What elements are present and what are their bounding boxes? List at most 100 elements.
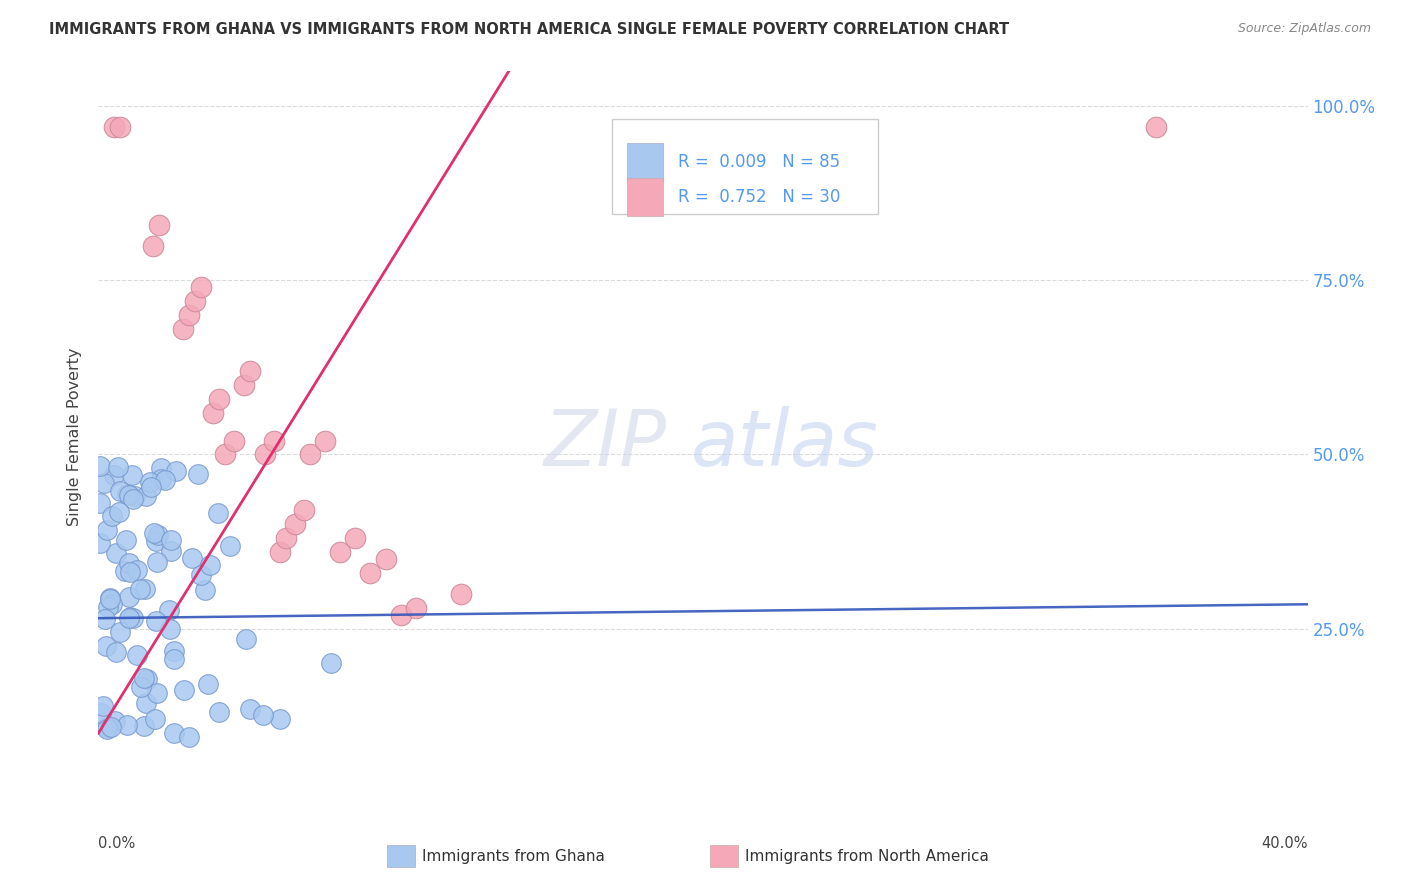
Point <box>135 696 157 710</box>
Point <box>134 582 156 597</box>
Point <box>153 473 176 487</box>
Point <box>235 632 257 647</box>
Text: Source: ZipAtlas.com: Source: ZipAtlas.com <box>1237 22 1371 36</box>
Point <box>89 536 111 550</box>
Point <box>219 539 242 553</box>
Point <box>141 480 163 494</box>
Point <box>179 308 201 322</box>
Point <box>118 488 141 502</box>
Point <box>143 712 166 726</box>
Point <box>110 484 132 499</box>
Point <box>269 712 291 726</box>
Point <box>98 591 121 605</box>
Text: IMMIGRANTS FROM GHANA VS IMMIGRANTS FROM NORTH AMERICA SINGLE FEMALE POVERTY COR: IMMIGRANTS FROM GHANA VS IMMIGRANTS FROM… <box>49 22 1010 37</box>
Point <box>108 624 131 639</box>
Point <box>97 599 120 614</box>
Text: Immigrants from North America: Immigrants from North America <box>745 849 988 863</box>
Point <box>239 364 262 378</box>
Point <box>163 652 186 666</box>
Point <box>187 467 209 481</box>
Point <box>224 434 246 448</box>
Point <box>197 677 219 691</box>
FancyBboxPatch shape <box>627 178 664 216</box>
Point <box>1144 120 1167 134</box>
Point <box>190 280 212 294</box>
Point <box>107 460 129 475</box>
Point <box>120 565 142 579</box>
Point <box>146 555 169 569</box>
Point <box>115 533 138 547</box>
Point <box>173 682 195 697</box>
Point <box>344 531 367 545</box>
Text: Immigrants from Ghana: Immigrants from Ghana <box>422 849 605 863</box>
Point <box>98 592 121 607</box>
Point <box>193 583 215 598</box>
Point <box>190 568 212 582</box>
Point <box>138 475 160 490</box>
Point <box>121 467 143 482</box>
Point <box>274 531 297 545</box>
Point <box>292 503 315 517</box>
Point <box>180 551 202 566</box>
Point <box>94 639 117 653</box>
Point <box>239 702 262 716</box>
Point <box>207 506 229 520</box>
Point <box>157 603 180 617</box>
Point <box>104 645 127 659</box>
Point <box>329 545 352 559</box>
Point <box>132 719 155 733</box>
Point <box>96 722 118 736</box>
FancyBboxPatch shape <box>627 143 664 181</box>
Point <box>90 706 112 720</box>
Point <box>145 534 167 549</box>
Point <box>101 597 124 611</box>
Point <box>450 587 472 601</box>
Point <box>389 607 412 622</box>
Point <box>103 120 125 134</box>
Point <box>163 644 186 658</box>
Point <box>405 600 427 615</box>
Point <box>143 526 166 541</box>
Point <box>172 322 194 336</box>
Point <box>263 434 285 448</box>
Point <box>100 720 122 734</box>
Point <box>214 448 236 462</box>
Point <box>252 708 274 723</box>
Point <box>179 730 201 744</box>
Point <box>118 556 141 570</box>
Point <box>122 492 145 507</box>
Point <box>146 528 169 542</box>
Point <box>115 487 138 501</box>
Point <box>145 686 167 700</box>
Point <box>160 533 183 548</box>
Point <box>89 496 111 510</box>
Point <box>128 582 150 597</box>
Point <box>163 726 186 740</box>
Point <box>89 458 111 473</box>
Point <box>125 563 148 577</box>
Point <box>150 461 173 475</box>
Point <box>202 406 225 420</box>
Point <box>118 610 141 624</box>
Point <box>160 544 183 558</box>
Point <box>115 718 138 732</box>
Point <box>100 508 122 523</box>
Point <box>314 434 336 448</box>
Y-axis label: Single Female Poverty: Single Female Poverty <box>67 348 83 526</box>
Point <box>135 672 157 686</box>
Point <box>200 558 222 572</box>
Text: 40.0%: 40.0% <box>1261 836 1308 851</box>
Point <box>253 448 276 462</box>
Point <box>121 610 143 624</box>
Point <box>142 238 165 252</box>
Point <box>108 505 131 519</box>
Point <box>118 590 141 604</box>
Point <box>165 464 187 478</box>
Point <box>360 566 382 580</box>
Point <box>118 611 141 625</box>
Point <box>103 714 125 729</box>
Point <box>184 294 207 309</box>
Point <box>129 680 152 694</box>
Point <box>103 468 125 483</box>
Text: ZIP: ZIP <box>544 407 666 483</box>
